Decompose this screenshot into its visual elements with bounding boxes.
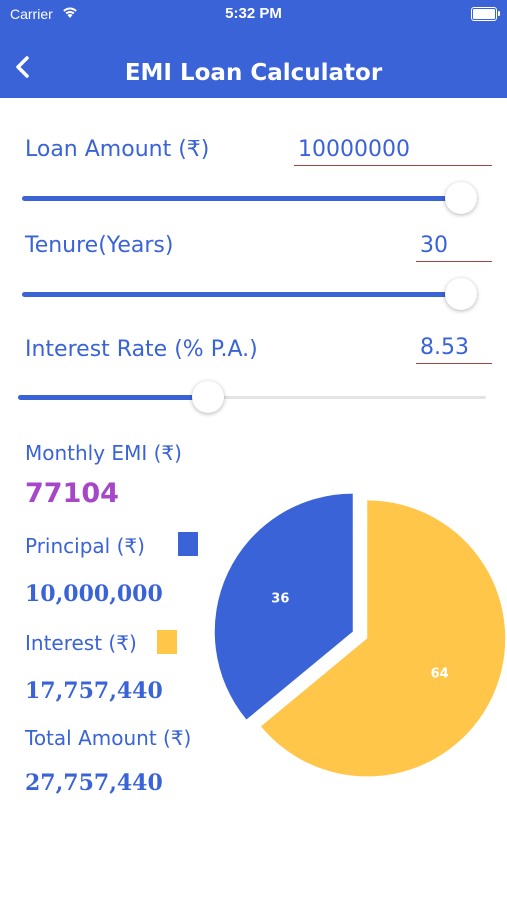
nav-bar: EMI Loan Calculator bbox=[0, 30, 507, 98]
carrier-label: Carrier bbox=[10, 6, 53, 22]
status-bar: Carrier 5:32 PM bbox=[0, 0, 507, 30]
interest-legend-swatch bbox=[157, 630, 177, 654]
loan-amount-slider[interactable] bbox=[22, 182, 477, 214]
tenure-label: Tenure(Years) bbox=[25, 233, 174, 258]
monthly-emi-value: 77104 bbox=[25, 478, 119, 509]
wifi-icon bbox=[63, 7, 77, 18]
pie-slice-interest bbox=[260, 500, 506, 777]
tenure-input[interactable]: 30 bbox=[416, 233, 492, 262]
loan-amount-input[interactable]: 10000000 bbox=[294, 137, 492, 166]
page-title: EMI Loan Calculator bbox=[124, 60, 383, 86]
monthly-emi-label: Monthly EMI (₹) bbox=[25, 441, 182, 465]
slider-thumb[interactable] bbox=[191, 381, 224, 413]
pie-chart-svg: 36 64 bbox=[214, 493, 506, 777]
interest-label: Interest (₹) bbox=[25, 631, 137, 655]
pie-slice-principal bbox=[214, 493, 353, 720]
principal-legend-swatch bbox=[178, 532, 198, 556]
interest-rate-input[interactable]: 8.53 bbox=[416, 335, 492, 364]
battery-icon bbox=[471, 7, 500, 21]
pie-label-principal: 36 bbox=[271, 592, 289, 607]
back-chevron-icon[interactable] bbox=[8, 52, 38, 82]
emi-pie-chart: 36 64 bbox=[200, 490, 507, 790]
pie-label-interest: 64 bbox=[431, 666, 449, 681]
total-amount-value: 27,757,440 bbox=[25, 770, 163, 796]
interest-value: 17,757,440 bbox=[25, 678, 163, 704]
interest-rate-label: Interest Rate (% P.A.) bbox=[25, 337, 258, 362]
slider-thumb[interactable] bbox=[445, 182, 477, 214]
loan-amount-label: Loan Amount (₹) bbox=[25, 137, 210, 162]
interest-rate-slider[interactable] bbox=[18, 381, 486, 413]
tenure-slider[interactable] bbox=[22, 278, 477, 310]
principal-label: Principal (₹) bbox=[25, 534, 145, 558]
principal-value: 10,000,000 bbox=[25, 581, 163, 607]
slider-thumb[interactable] bbox=[445, 278, 477, 310]
total-amount-label: Total Amount (₹) bbox=[25, 726, 192, 750]
clock: 5:32 PM bbox=[225, 5, 282, 22]
